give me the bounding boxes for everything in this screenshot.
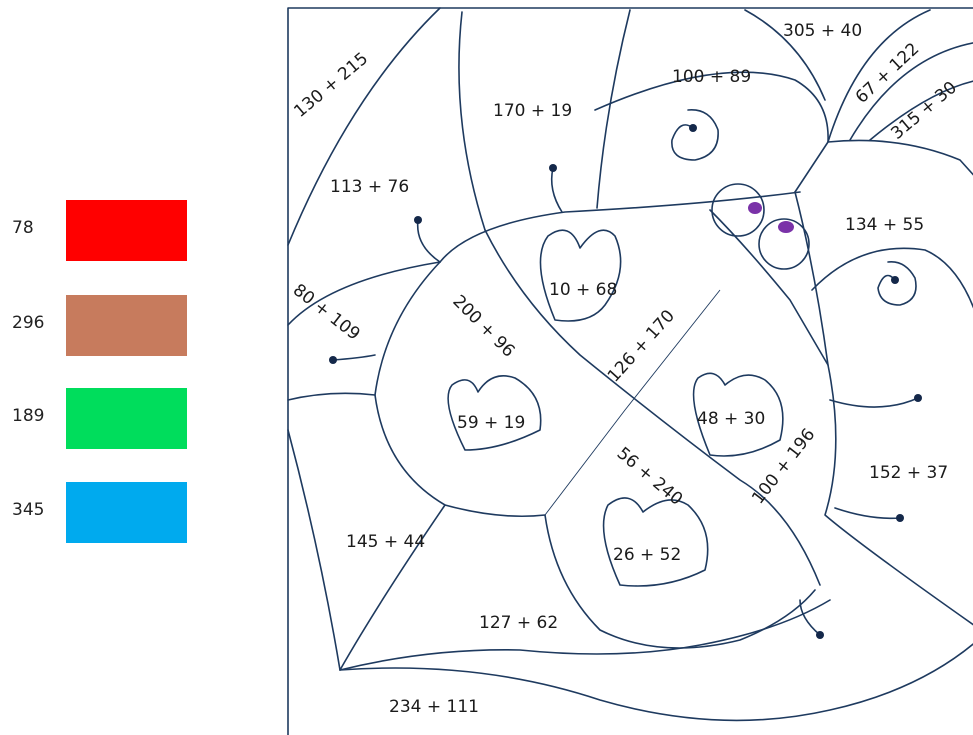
eye-pupil — [748, 202, 762, 214]
legend-row-3: 189 — [0, 388, 200, 450]
legend-value: 345 — [12, 500, 45, 520]
region-label: 145 + 44 — [346, 532, 425, 552]
region-label: 126 + 170 — [604, 306, 679, 386]
region-label: 10 + 68 — [549, 280, 617, 300]
region-label: 234 + 111 — [389, 697, 479, 717]
spiral-dot — [689, 124, 697, 132]
region-lines — [287, 7, 973, 722]
region-label: 59 + 19 — [457, 413, 525, 433]
region-label: 130 + 215 — [290, 49, 372, 122]
antenna-dot — [549, 164, 557, 172]
region-label: 80 + 109 — [289, 280, 364, 344]
color-swatch-blue — [66, 482, 187, 543]
color-swatch-red — [66, 200, 187, 261]
region-label: 48 + 30 — [697, 409, 765, 429]
spiral-dot — [891, 276, 899, 284]
region-label: 152 + 37 — [869, 463, 948, 483]
color-swatch-brown — [66, 295, 187, 356]
antenna-dot — [816, 631, 824, 639]
region-label: 26 + 52 — [613, 545, 681, 565]
puzzle-frame — [287, 7, 973, 735]
decorations — [329, 109, 922, 639]
region-label: 170 + 19 — [493, 101, 572, 121]
region-label: 134 + 55 — [845, 215, 924, 235]
legend-row-1: 78 — [0, 200, 200, 262]
antenna-dot — [896, 514, 904, 522]
legend-value: 296 — [12, 313, 45, 333]
antenna-dot — [414, 216, 422, 224]
color-swatch-green — [66, 388, 187, 449]
antenna-dot — [329, 356, 337, 364]
legend-value: 78 — [12, 218, 34, 238]
legend-value: 189 — [12, 406, 45, 426]
region-label: 127 + 62 — [479, 613, 558, 633]
region-label: 56 + 240 — [613, 444, 686, 510]
region-label: 100 + 89 — [672, 67, 751, 87]
legend-row-2: 296 — [0, 295, 200, 357]
region-label: 315 + 30 — [887, 78, 960, 144]
heart-shapes — [447, 229, 784, 587]
legend-row-4: 345 — [0, 482, 200, 544]
eye-pupil — [778, 221, 794, 233]
region-label: 100 + 196 — [748, 425, 819, 508]
region-label: 305 + 40 — [783, 21, 862, 41]
antenna-dot — [914, 394, 922, 402]
region-label: 113 + 76 — [330, 177, 409, 197]
region-label: 67 + 122 — [852, 39, 924, 108]
region-label: 200 + 96 — [448, 291, 518, 361]
